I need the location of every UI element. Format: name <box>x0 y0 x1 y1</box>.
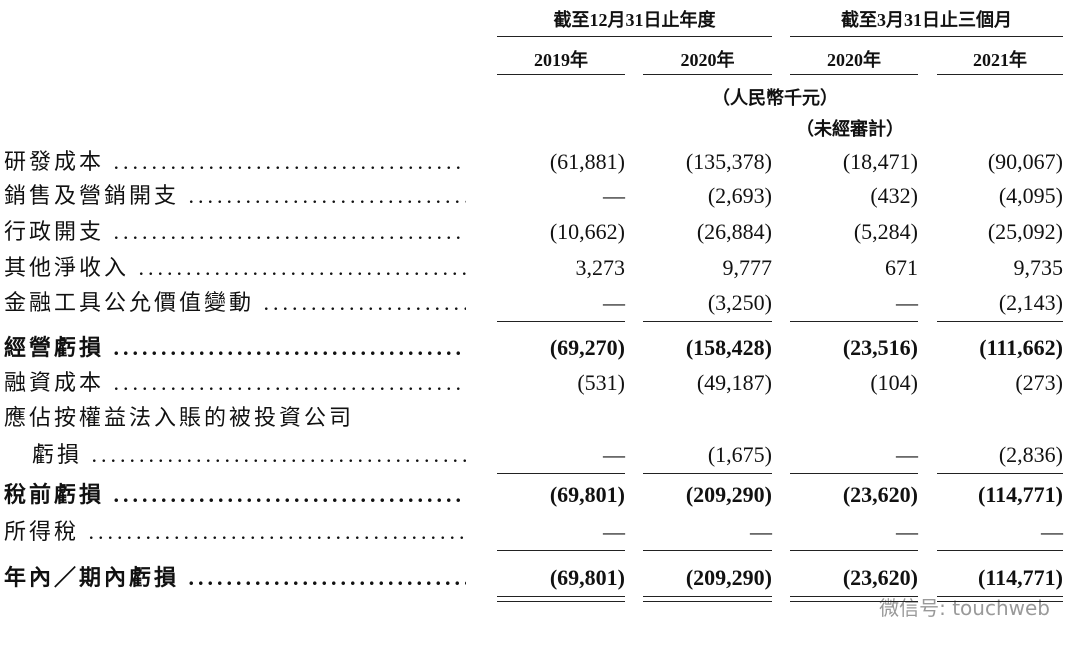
cell: — <box>603 519 625 544</box>
rule <box>790 473 918 474</box>
rule <box>937 550 1063 551</box>
row-label: 稅前虧損 <box>4 480 466 510</box>
rule <box>497 321 625 322</box>
header-rule <box>643 74 772 75</box>
header-rule <box>790 36 1063 37</box>
cell: (23,620) <box>842 565 918 590</box>
row-label: 虧損 <box>4 440 466 470</box>
cell: (1,675) <box>707 442 772 467</box>
unit: （人民幣千元） <box>712 88 838 108</box>
rule <box>937 601 1063 602</box>
cell: (209,290) <box>685 482 772 507</box>
cell: — <box>603 442 625 467</box>
column-header: 2019年 <box>534 50 588 70</box>
cell: 671 <box>885 255 918 280</box>
cell: (158,428) <box>685 335 772 360</box>
cell: (104) <box>870 370 918 395</box>
cell: (69,270) <box>549 335 625 360</box>
watermark: 微信号: touchweb <box>879 596 1050 620</box>
cell: (18,471) <box>842 149 918 174</box>
rule <box>497 601 625 602</box>
cell: — <box>603 290 625 315</box>
rule <box>497 596 625 597</box>
column-header: 2020年 <box>680 50 735 70</box>
cell: 9,735 <box>1013 255 1064 280</box>
header-rule <box>790 74 918 75</box>
cell: (432) <box>870 183 918 208</box>
cell: (5,284) <box>853 219 918 244</box>
row-label: 銷售及營銷開支 <box>4 181 466 211</box>
column-header: 2021年 <box>973 50 1027 70</box>
header-rule <box>497 74 625 75</box>
cell: 3,273 <box>575 255 626 280</box>
cell: (61,881) <box>549 149 625 174</box>
row-label: 所得稅 <box>4 517 466 547</box>
cell: (49,187) <box>696 370 772 395</box>
header-rule <box>497 36 772 37</box>
cell: (111,662) <box>979 335 1063 360</box>
cell: (2,693) <box>707 183 772 208</box>
header-rule <box>937 74 1063 75</box>
group-header: 截至3月31日止三個月 <box>841 10 1012 30</box>
cell: (114,771) <box>978 565 1063 590</box>
row-label: 應佔按權益法入賬的被投資公司 <box>4 405 355 430</box>
cell: — <box>896 290 918 315</box>
row-label: 研發成本 <box>4 147 466 177</box>
group-header: 截至12月31日止年度 <box>553 10 716 30</box>
cell: (23,516) <box>842 335 918 360</box>
cell: (25,092) <box>987 219 1063 244</box>
cell: (135,378) <box>685 149 772 174</box>
row-label: 年內／期內虧損 <box>4 563 466 593</box>
cell: 9,777 <box>722 255 773 280</box>
rule <box>643 550 772 551</box>
rule <box>790 601 918 602</box>
rule <box>643 601 772 602</box>
cell: (69,801) <box>549 565 625 590</box>
rule <box>643 473 772 474</box>
row-label: 行政開支 <box>4 217 466 247</box>
rule <box>643 596 772 597</box>
audit-note: （未經審計） <box>796 119 904 139</box>
rule <box>643 321 772 322</box>
cell: (4,095) <box>998 183 1063 208</box>
cell: (2,143) <box>998 290 1063 315</box>
cell: (273) <box>1015 370 1063 395</box>
cell: — <box>1041 519 1063 544</box>
rule <box>790 596 918 597</box>
rule <box>497 550 625 551</box>
cell: (531) <box>577 370 625 395</box>
cell: (23,620) <box>842 482 918 507</box>
cell: — <box>896 519 918 544</box>
rule <box>937 321 1063 322</box>
rule <box>790 550 918 551</box>
rule <box>790 321 918 322</box>
cell: (69,801) <box>549 482 625 507</box>
column-header: 2020年 <box>827 50 881 70</box>
row-label: 其他淨收入 <box>4 253 466 283</box>
row-label: 經營虧損 <box>4 333 466 363</box>
cell: (3,250) <box>707 290 772 315</box>
cell: (26,884) <box>696 219 772 244</box>
cell: — <box>896 442 918 467</box>
cell: — <box>603 183 625 208</box>
cell: (2,836) <box>998 442 1063 467</box>
rule <box>937 596 1063 597</box>
rule <box>937 473 1063 474</box>
row-label: 金融工具公允價值變動 <box>4 288 466 318</box>
cell: (10,662) <box>549 219 625 244</box>
cell: (114,771) <box>978 482 1063 507</box>
cell: (90,067) <box>987 149 1063 174</box>
rule <box>497 473 625 474</box>
cell: (209,290) <box>685 565 772 590</box>
cell: — <box>750 519 772 544</box>
row-label: 融資成本 <box>4 368 466 398</box>
